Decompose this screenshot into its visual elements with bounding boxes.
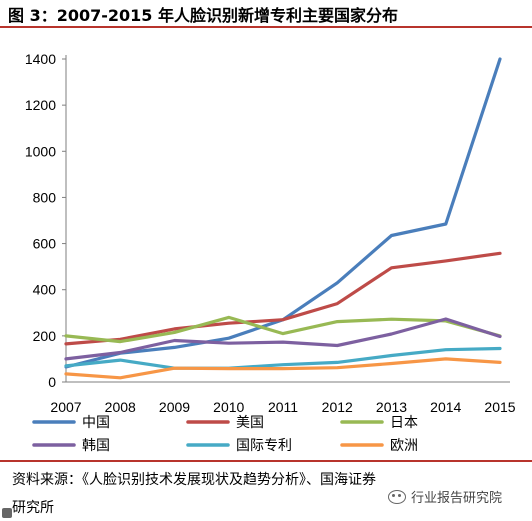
- footer-divider: [0, 460, 532, 462]
- legend-label: 美国: [236, 415, 264, 431]
- watermark-text: 行业报告研究院: [411, 491, 503, 506]
- series-line-1: [64, 251, 502, 346]
- x-tick-label: 2012: [322, 399, 353, 415]
- y-tick-label: 1400: [25, 51, 56, 67]
- y-tick-label: 0: [48, 374, 56, 390]
- x-tick-label: 2011: [268, 399, 298, 415]
- legend-label: 韩国: [82, 438, 110, 454]
- legend-label: 国际专利: [236, 438, 292, 454]
- x-tick-label: 2014: [430, 399, 461, 415]
- series-line-4: [64, 346, 502, 370]
- line-chart: 0 200 400 600 800 1000 1200 1400 2007 2008 2009 201…: [25, 51, 516, 454]
- series-line-3: [64, 317, 502, 361]
- x-tick-label: 2009: [159, 399, 190, 415]
- legend-label: 中国: [82, 415, 110, 431]
- x-tick-label: 2008: [105, 399, 136, 415]
- y-tick-label: 1000: [25, 143, 56, 159]
- y-tick-label: 800: [33, 189, 57, 205]
- watermark: 行业报告研究院: [388, 487, 502, 506]
- legend-label: 日本: [390, 415, 418, 431]
- x-tick-label: 2015: [484, 399, 515, 415]
- source-note-continued: 研究所: [12, 500, 54, 516]
- wechat-icon: [388, 489, 406, 504]
- series-layer: [64, 57, 502, 380]
- y-tick-label: 600: [33, 236, 57, 252]
- corner-badge-icon: [2, 508, 12, 518]
- y-tick-label: 400: [33, 282, 57, 298]
- source-note: 资料来源：《人脸识别技术发展现状及趋势分析》、国海证券: [12, 472, 376, 488]
- x-tick-label: 2007: [50, 399, 81, 415]
- title-divider: [0, 26, 532, 28]
- y-tick-label: 1200: [25, 97, 56, 113]
- chart-title: 图 3：2007-2015 年人脸识别新增专利主要国家分布: [8, 6, 398, 25]
- x-tick-label: 2013: [376, 399, 407, 415]
- y-tick-label: 200: [33, 328, 57, 344]
- axis-layer: 0 200 400 600 800 1000 1200 1400 2007 2008 2009 201…: [25, 51, 516, 415]
- series-line-5: [64, 357, 502, 380]
- legend-label: 欧洲: [390, 438, 418, 454]
- x-tick-label: 2010: [213, 399, 244, 415]
- series-line-2: [64, 315, 502, 344]
